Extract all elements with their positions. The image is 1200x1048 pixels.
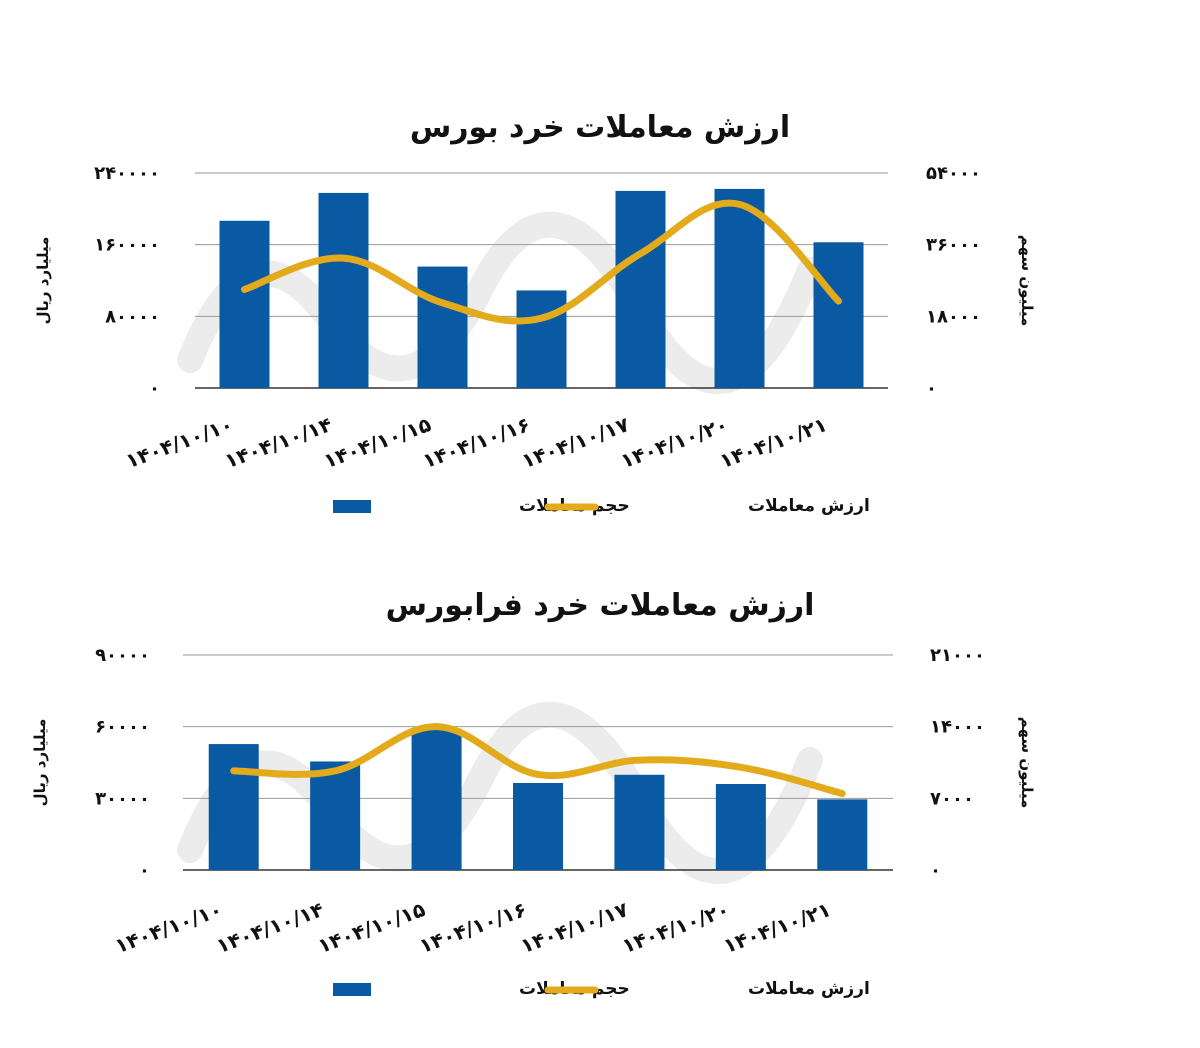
- x-axis-tick: ۱۴۰۴/۱۰/۲۰: [618, 412, 732, 473]
- watermark-logo: [177, 211, 823, 394]
- bar: [318, 192, 369, 388]
- bar: [817, 799, 868, 870]
- x-axis-tick: ۱۴۰۴/۱۰/۱۰: [123, 412, 237, 473]
- bar: [417, 266, 468, 388]
- left-axis-label: میلیارد ریال: [34, 237, 52, 325]
- left-axis-tick: ۰: [149, 378, 160, 399]
- bar: [813, 242, 864, 388]
- bar: [513, 782, 563, 870]
- left-axis-tick: ۱۶۰۰۰۰: [94, 235, 160, 256]
- right-axis-label: میلیون سهم: [1018, 235, 1036, 327]
- right-axis-tick: ۱۴۰۰۰: [930, 717, 985, 738]
- left-axis-tick: ۲۴۰۰۰۰: [94, 163, 160, 184]
- bar: [219, 220, 270, 388]
- chart-title: ارزش معاملات خرد بورس: [410, 110, 790, 145]
- x-axis-tick: ۱۴۰۴/۱۰/۱۷: [519, 412, 633, 473]
- bar: [614, 774, 665, 870]
- x-axis-tick: ۱۴۰۴/۱۰/۱۰: [112, 897, 226, 958]
- right-axis-tick: ۵۴۰۰۰: [926, 163, 981, 184]
- x-axis-tick: ۱۴۰۴/۱۰/۲۱: [720, 897, 834, 958]
- bar: [715, 784, 766, 870]
- x-axis-tick: ۱۴۰۴/۱۰/۱۵: [321, 412, 435, 473]
- bar: [411, 728, 462, 870]
- x-axis-tick: ۱۴۰۴/۱۰/۱۶: [420, 412, 534, 473]
- bar: [714, 188, 765, 388]
- left-axis-tick: ۸۰۰۰۰: [105, 306, 160, 327]
- right-axis-tick: ۰: [930, 860, 941, 881]
- legend-line-label: ارزش معاملات: [748, 979, 870, 999]
- x-axis-tick: ۱۴۰۴/۱۰/۱۶: [416, 897, 530, 958]
- legend-line-label: ارزش معاملات: [748, 496, 870, 516]
- legend-bar-swatch: [333, 983, 371, 996]
- legend-bar-swatch: [333, 500, 371, 513]
- right-axis-tick: ۲۱۰۰۰: [930, 645, 985, 666]
- chart-1: ارزش معاملات خرد بورس ۰ ۰ ۸۰۰۰۰ ۱۸۰۰۰ ۱۶۰۰۰۰ ۳…: [34, 110, 1036, 516]
- chart-title: ارزش معاملات خرد فرابورس: [386, 588, 815, 623]
- bar: [208, 744, 259, 870]
- left-axis-tick: ۰: [139, 860, 150, 881]
- x-axis-tick: ۱۴۰۴/۱۰/۱۴: [222, 412, 336, 473]
- right-axis-tick: ۷۰۰۰: [930, 788, 974, 809]
- x-axis-tick: ۱۴۰۴/۱۰/۲۰: [619, 897, 733, 958]
- right-axis-tick: ۱۸۰۰۰: [926, 306, 981, 327]
- right-axis-tick: ۳۶۰۰۰: [926, 235, 981, 256]
- x-axis-tick: ۱۴۰۴/۱۰/۲۱: [717, 412, 831, 473]
- left-axis-tick: ۹۰۰۰۰: [95, 645, 150, 666]
- x-axis-tick: ۱۴۰۴/۱۰/۱۵: [315, 897, 429, 958]
- right-axis-label: میلیون سهم: [1018, 717, 1036, 809]
- bar: [310, 761, 361, 870]
- x-axis-tick: ۱۴۰۴/۱۰/۱۴: [213, 897, 327, 958]
- left-axis-tick: ۳۰۰۰۰: [95, 788, 150, 809]
- bar: [516, 290, 567, 388]
- x-axis-tick: ۱۴۰۴/۱۰/۱۷: [517, 897, 631, 958]
- bar: [615, 190, 666, 388]
- right-axis-tick: ۰: [926, 378, 937, 399]
- watermark-stroke: [177, 211, 823, 394]
- left-axis-label: میلیارد ریال: [31, 719, 49, 807]
- chart-2: ارزش معاملات خرد فرابورس ۰ ۰ ۳۰۰۰۰ ۷۰۰۰ ۶۰۰۰۰…: [31, 588, 1036, 999]
- left-axis-tick: ۶۰۰۰۰: [95, 717, 150, 738]
